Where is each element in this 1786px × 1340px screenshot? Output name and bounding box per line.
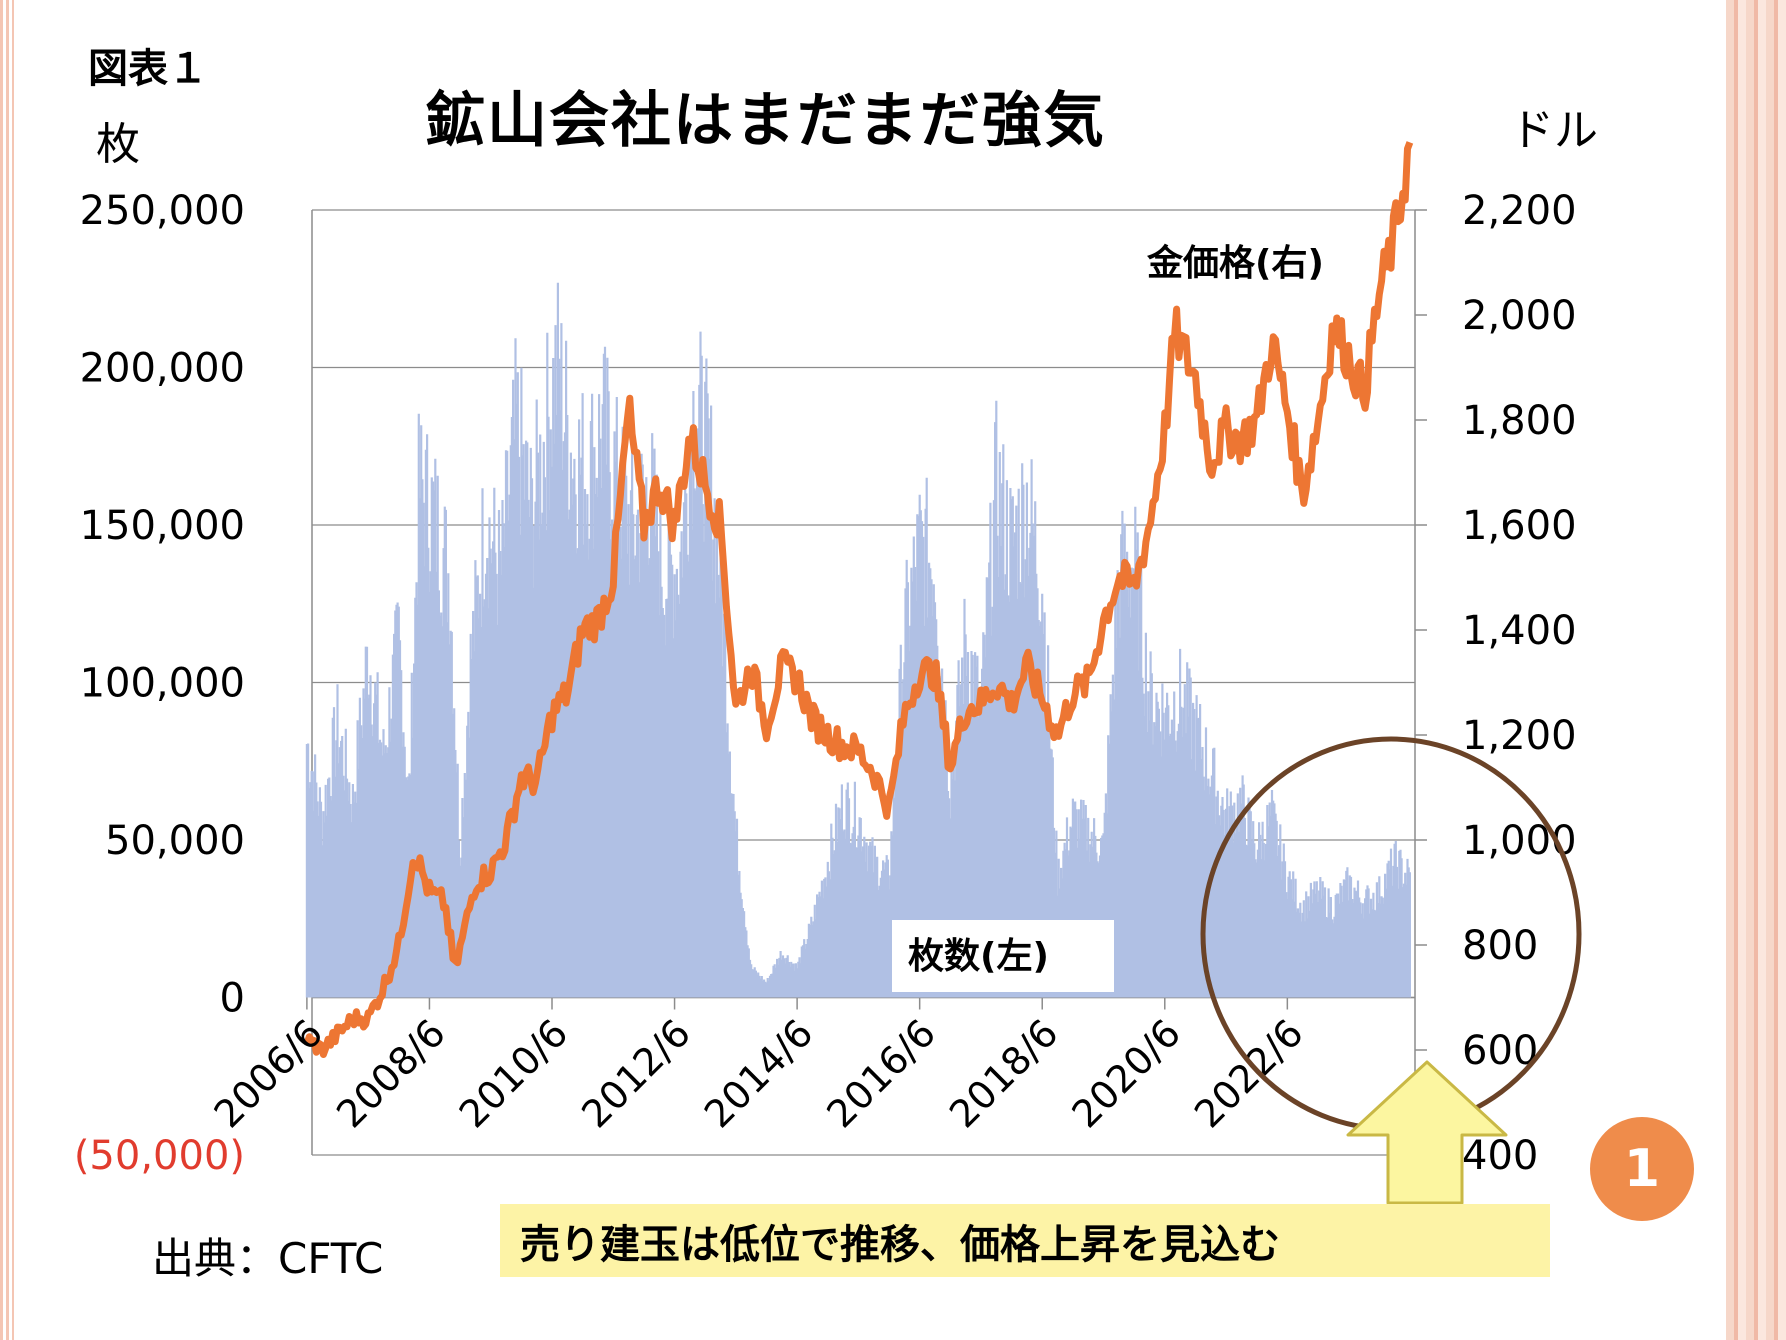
right-axis-unit: ドル [1510,105,1598,156]
right-tick-label: 400 [1462,1133,1538,1179]
x-tick-label: 2012/6 [573,1011,699,1137]
right-tick-label: 1,400 [1462,608,1577,654]
volume-series [305,282,1411,998]
left-tick-label: 250,000 [80,188,245,234]
source-note: 出典：CFTC [152,1234,384,1283]
left-tick-label: 50,000 [105,818,245,864]
right-tick-label: 1,800 [1462,398,1577,444]
right-tick-label: 1,000 [1462,818,1577,864]
left-tick-label: 200,000 [80,346,245,392]
right-tick-label: 1,600 [1462,503,1577,549]
left-tick-label: 0 [220,976,245,1022]
right-tick-label: 1,200 [1462,713,1577,759]
gold-price-series [303,141,1414,1058]
left-axis-unit: 枚 [96,119,140,170]
figure-label: 図表１ [88,46,208,92]
slide-left-border [0,0,14,1340]
x-tick-label: 2018/6 [941,1011,1067,1137]
right-tick-label: 800 [1462,923,1538,969]
chart-title: 鉱山会社はまだまだ強気 [425,86,1106,156]
left-tick-label: 150,000 [80,503,245,549]
right-tick-label: 2,200 [1462,188,1577,234]
left-tick-label: 100,000 [80,661,245,707]
slide-right-stripes [1726,0,1786,1340]
gold-price-series-label: 金価格(右) [1146,242,1324,284]
x-tick-label: 2022/6 [1186,1011,1312,1137]
callout-banner: 売り建玉は低位で推移、価格上昇を見込む [500,1204,1550,1277]
x-tick-label: 2014/6 [696,1011,822,1137]
right-tick-label: 2,000 [1462,293,1577,339]
left-tick-label: (50,000) [74,1133,245,1179]
right-tick-label: 600 [1462,1028,1538,1074]
up-arrow-icon [1346,1060,1508,1205]
volume-label-box [892,920,1114,992]
slide-number-badge: 1 [1590,1117,1694,1221]
x-tick-label: 2020/6 [1064,1011,1190,1137]
x-tick-label: 2010/6 [451,1011,577,1137]
volume-series-label: 枚数(左) [908,936,1049,977]
x-tick-label: 2016/6 [818,1011,944,1137]
